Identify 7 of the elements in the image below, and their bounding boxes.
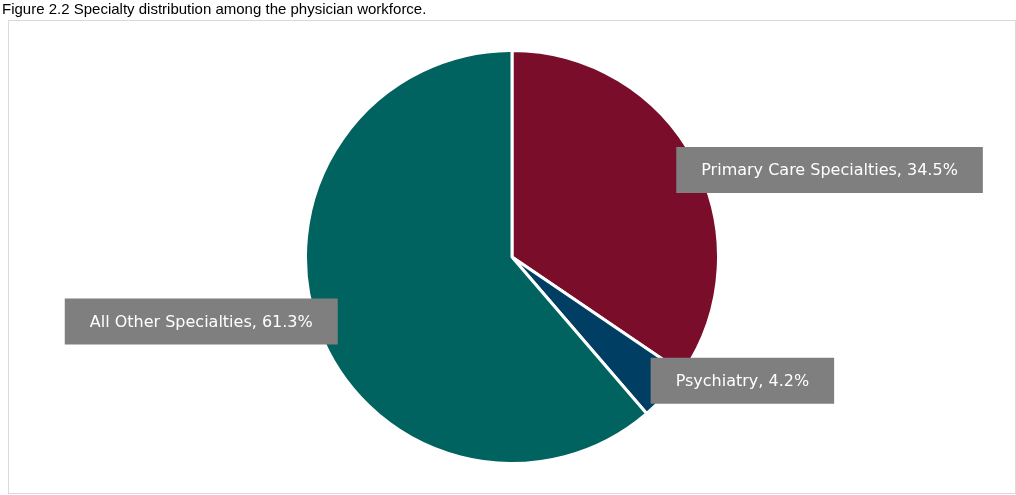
slice-label: All Other Specialties: [89, 311, 252, 331]
data-label: , 34.5%: [896, 160, 958, 180]
slice-label: Primary Care Specialties: [701, 160, 897, 180]
data-label: , 4.2%: [758, 370, 810, 390]
chart-title: Figure 2.2 Specialty distribution among the physician workforce.: [1, 0, 428, 18]
slice-label: Psychiatry: [675, 370, 759, 390]
data-label: , 61.3%: [251, 311, 313, 331]
